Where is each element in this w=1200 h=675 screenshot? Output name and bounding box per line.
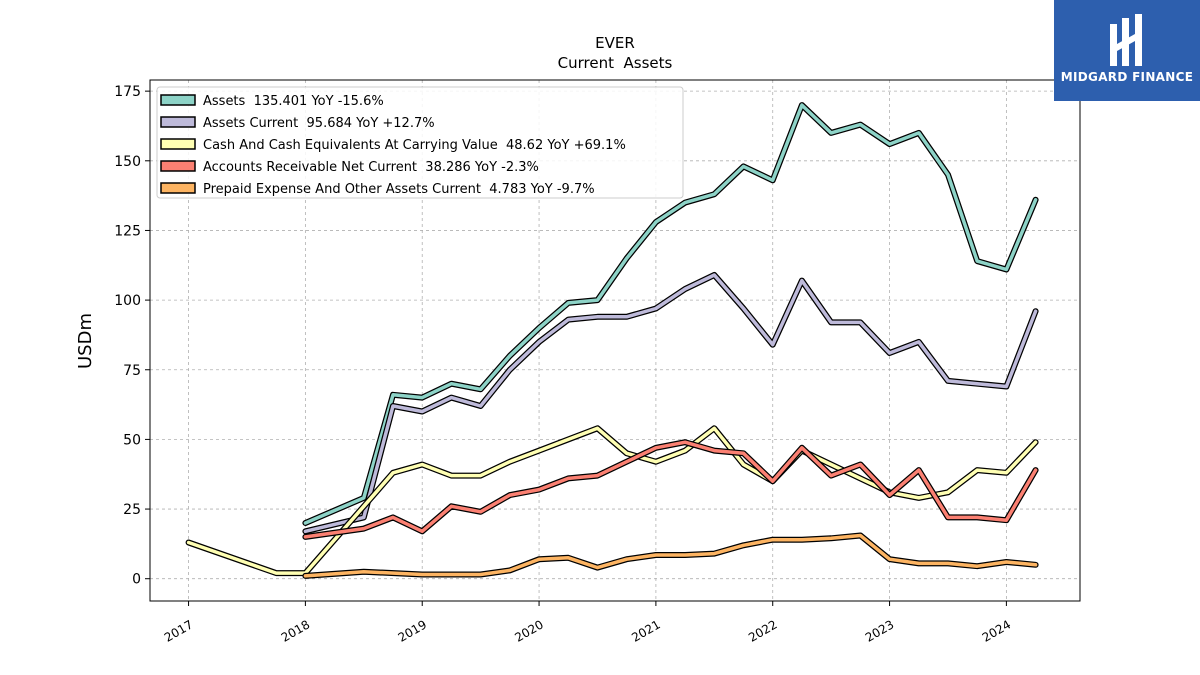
y-tick-label: 100: [114, 293, 141, 309]
series-line-2: [302, 272, 1039, 535]
x-tick-label: 2022: [746, 617, 779, 644]
legend-entry: Accounts Receivable Net Current 38.286 Y…: [160, 160, 539, 175]
midgard-logo-icon: [1110, 14, 1142, 66]
y-tick-label: 75: [123, 363, 141, 379]
legend-entry: Cash And Cash Equivalents At Carrying Va…: [160, 138, 626, 153]
x-tick-label: 2020: [512, 617, 545, 644]
series-line-4: [302, 439, 1039, 540]
brand-logo: MIDGARD FINANCE: [1054, 0, 1200, 101]
plot-area-frame: [149, 79, 1081, 602]
series-line-3: [185, 425, 1039, 577]
legend-entry: Prepaid Expense And Other Assets Current…: [160, 182, 595, 197]
legend-label: Prepaid Expense And Other Assets Current…: [203, 182, 595, 197]
y-tick-label: 175: [114, 84, 141, 100]
x-tick-label: 2019: [396, 617, 429, 644]
legend-label: Assets 135.401 YoY -15.6%: [203, 94, 384, 109]
chart-title: EVER: [595, 34, 635, 52]
legend-label: Cash And Cash Equivalents At Carrying Va…: [203, 138, 626, 153]
legend-swatch: [160, 94, 196, 106]
legend-swatch: [160, 138, 196, 150]
legend-label: Accounts Receivable Net Current 38.286 Y…: [203, 160, 539, 175]
legend-entry: Assets Current 95.684 YoY +12.7%: [160, 116, 435, 131]
legend: Assets 135.401 YoY -15.6% Assets Current …: [156, 86, 684, 199]
brand-name: MIDGARD FINANCE: [1060, 70, 1194, 84]
y-tick-label: 125: [114, 223, 141, 239]
legend-box: [156, 86, 684, 199]
series-line-1: [302, 102, 1039, 526]
chart-subtitle: Current Assets: [558, 54, 673, 72]
legend-label: Assets Current 95.684 YoY +12.7%: [203, 116, 435, 131]
legend-swatch: [160, 182, 196, 194]
legend-swatch: [160, 116, 196, 128]
x-tick-label: 2023: [863, 617, 896, 644]
x-tick-label: 2018: [279, 617, 312, 644]
series-layer: [185, 102, 1039, 579]
legend-entry: Assets 135.401 YoY -15.6%: [160, 94, 384, 109]
y-tick-label: 150: [114, 154, 141, 170]
y-axis-label: USDm: [75, 313, 96, 369]
x-tick-label: 2017: [162, 617, 195, 644]
series-line-5: [302, 532, 1039, 579]
x-tick-label: 2021: [629, 617, 662, 644]
x-tick-label: 2024: [980, 617, 1013, 644]
legend-swatch: [160, 160, 196, 172]
y-tick-label: 25: [123, 502, 141, 518]
y-tick-label: 0: [132, 572, 141, 588]
y-tick-label: 50: [123, 432, 141, 448]
